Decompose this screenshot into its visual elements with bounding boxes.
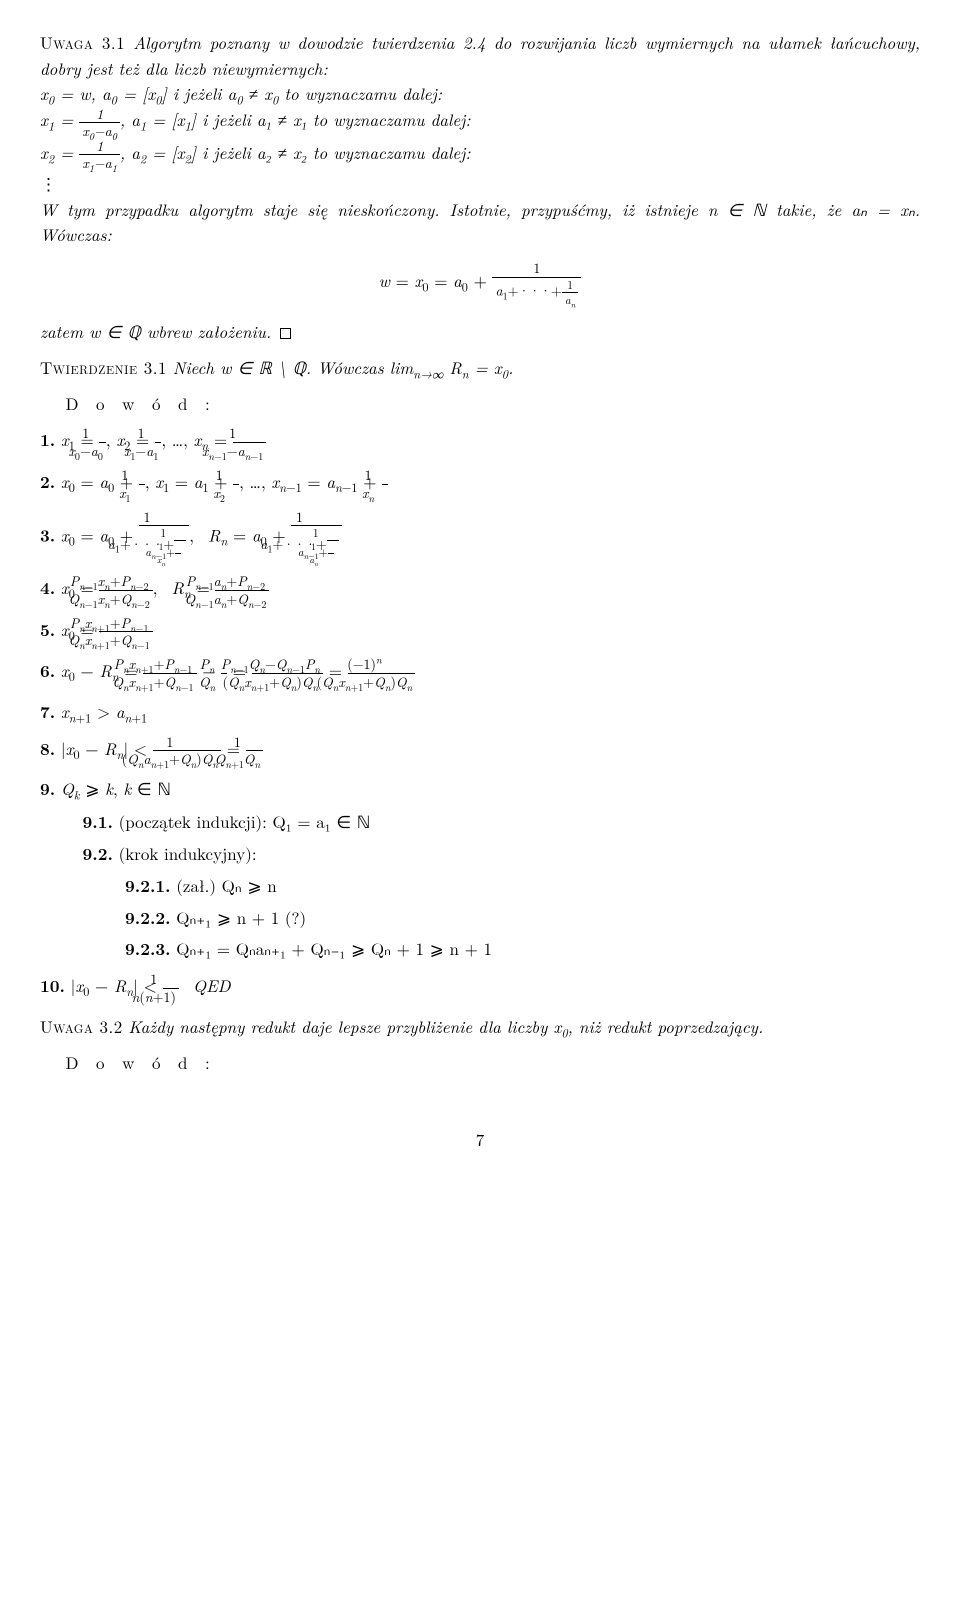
twierdzenie-3-1: Twierdzenie 3.1 Niech w ∈ ℝ \ ℚ. Wówczas… [40, 355, 920, 381]
proof-list: 1. x1 = 1x0−a0, x2 = 1x1−a1, …, xn = 1xn… [40, 426, 920, 1004]
step-8: 8. |x0 − Rn| < 1(Qnan+1+Qn)Qn = 1Qn+1Qn [40, 735, 920, 767]
zatem: zatem w ∈ ℚ wbrew założeniu. [40, 319, 920, 345]
step-9-2-1: 9.2.1. (zał.) Qₙ ⩾ n [159, 873, 920, 900]
step-9-2: 9.2. (krok indukcyjny): 9.2.1. (zał.) Qₙ… [117, 841, 921, 962]
step-10: 10. |x0 − Rn| < 1n(n+1) QED [40, 972, 920, 1004]
algo-line-x0: x0 = w, a0 = [x0] i jeżeli a0 ≠ x0 to wy… [40, 81, 442, 105]
step-1: 1. x1 = 1x0−a0, x2 = 1x1−a1, …, xn = 1xn… [40, 426, 920, 458]
step-2: 2. x0 = a0 + 1x1, x1 = a1 + 1x2, …, xn−1… [40, 468, 920, 500]
page-number: 7 [40, 1127, 920, 1153]
uwaga-3-1-label: Uwaga 3.1 [40, 30, 125, 54]
uwaga-3-1: Uwaga 3.1 Algorytm poznany w dowodzie tw… [40, 30, 920, 248]
uwaga-3-2-text: Każdy następny redukt daje lepsze przybl… [128, 1014, 763, 1038]
tw-3-1-text: Niech w ∈ ℝ \ ℚ. Wówczas limn→∞ Rn = x0. [173, 355, 514, 379]
step-9-1: 9.1. (początek indukcji): Q₁ = a₁ ∈ ℕ [117, 809, 921, 836]
qed-box-icon [280, 328, 291, 339]
step-6: 6. x0 − Rn = Pnxn+1+Pn−1Qnxn+1+Qn−1 − Pn… [40, 657, 920, 689]
step-3: 3. x0 = a0 + 1a1+···+1an−1+1xn, Rn = a0 … [40, 510, 920, 565]
paragraph-w: W tym przypadku algorytm staje się niesk… [40, 197, 920, 247]
step-5: 5. x0 = Pnxn+1+Pn−1Qnxn+1+Qn−1 [40, 616, 920, 648]
dowod-heading-2: D o w ó d : [66, 1050, 921, 1076]
uwaga-3-1-text: Algorytm poznany w dowodzie twierdzenia … [40, 30, 920, 80]
vdots: ⋮ [40, 171, 57, 195]
step-9-2-2: 9.2.2. Qₙ₊₁ ⩾ n + 1 (?) [159, 905, 920, 932]
uwaga-3-2: Uwaga 3.2 Każdy następny redukt daje lep… [40, 1014, 920, 1040]
algo-line-x2: x2 = 1x1−a1, a2 = [x2] i jeżeli a₂ ≠ x₂ … [40, 140, 471, 164]
step-4: 4. x0 = Pn−1xn+Pn−2Qn−1xn+Qn−2, Rn = Pn−… [40, 574, 920, 606]
step-9-2-3: 9.2.3. Qₙ₊₁ = Qₙaₙ₊₁ + Qₙ₋₁ ⩾ Qₙ + 1 ⩾ n… [159, 936, 920, 963]
tw-3-1-label: Twierdzenie 3.1 [40, 355, 167, 379]
algo-line-x1: x1 = 1x0−a0, a1 = [x1] i jeżeli a₁ ≠ x₁ … [40, 107, 471, 131]
step-7: 7. xn+1 > an+1 [40, 699, 920, 726]
dowod-heading: D o w ó d : [66, 391, 921, 417]
uwaga-3-2-label: Uwaga 3.2 [40, 1014, 123, 1038]
display-eq-w: w = x0 = a0 + 1a1+···+1an [40, 261, 920, 306]
step-9: 9. Qk ⩾ k, k ∈ ℕ 9.1. (początek indukcji… [40, 776, 920, 962]
